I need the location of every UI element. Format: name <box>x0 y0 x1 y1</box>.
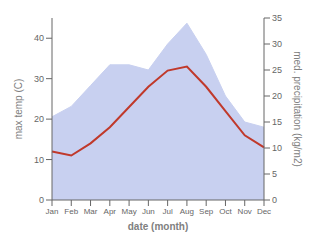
svg-text:0: 0 <box>39 195 44 205</box>
svg-text:Jul: Jul <box>163 207 173 216</box>
svg-text:0: 0 <box>272 195 277 205</box>
svg-text:Oct: Oct <box>219 207 232 216</box>
svg-text:30: 30 <box>34 74 44 84</box>
svg-text:Feb: Feb <box>64 207 78 216</box>
svg-text:5: 5 <box>272 169 277 179</box>
svg-text:15: 15 <box>272 117 282 127</box>
svg-text:Jan: Jan <box>46 207 59 216</box>
svg-text:Jun: Jun <box>142 207 155 216</box>
svg-text:Mar: Mar <box>84 207 98 216</box>
svg-text:40: 40 <box>34 33 44 43</box>
svg-text:35: 35 <box>272 13 282 23</box>
svg-text:30: 30 <box>272 39 282 49</box>
svg-text:med. precipitation (kg/m2): med. precipitation (kg/m2) <box>292 51 303 167</box>
svg-text:Nov: Nov <box>238 207 252 216</box>
svg-text:20: 20 <box>272 91 282 101</box>
svg-text:May: May <box>122 207 137 216</box>
svg-text:Sep: Sep <box>199 207 214 216</box>
svg-text:25: 25 <box>272 65 282 75</box>
svg-text:Aug: Aug <box>180 207 194 216</box>
svg-text:10: 10 <box>272 143 282 153</box>
svg-text:max temp (C): max temp (C) <box>13 79 24 140</box>
svg-text:Apr: Apr <box>104 207 117 216</box>
svg-text:Dec: Dec <box>257 207 271 216</box>
svg-text:10: 10 <box>34 155 44 165</box>
svg-text:20: 20 <box>34 114 44 124</box>
svg-text:date (month): date (month) <box>128 221 189 232</box>
